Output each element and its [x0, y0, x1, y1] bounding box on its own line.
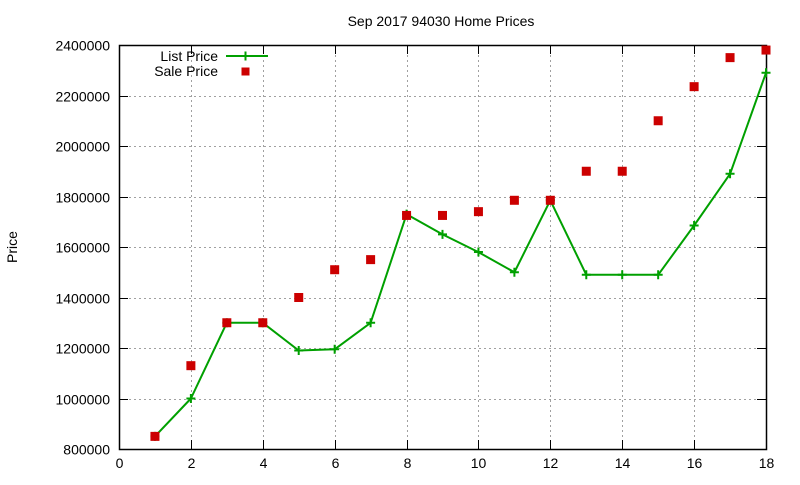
x-tick-label: 4	[260, 455, 268, 471]
plus-marker-icon	[473, 247, 483, 257]
plus-marker-icon	[689, 221, 699, 231]
x-tick-label: 12	[543, 455, 559, 471]
square-marker-icon	[241, 67, 250, 76]
x-tick-label: 18	[759, 455, 775, 471]
x-tick-label: 0	[116, 455, 124, 471]
square-marker-icon	[545, 195, 555, 205]
y-tick-label: 1000000	[55, 392, 110, 408]
square-marker-icon	[617, 166, 627, 176]
square-marker-icon	[581, 166, 591, 176]
chart-title: Sep 2017 94030 Home Prices	[348, 13, 535, 29]
y-tick-label: 800000	[63, 442, 110, 458]
y-tick-label: 1600000	[55, 240, 110, 256]
y-axis-ticks: 800000 1000000 1200000 1400000 1600000 180000…	[55, 38, 766, 458]
legend-item-sale-price: Sale Price	[154, 63, 250, 79]
plus-marker-icon	[653, 270, 663, 280]
x-tick-label: 14	[615, 455, 631, 471]
x-axis-ticks: 0 2 4 6 8 10 12 14 16 18	[116, 45, 775, 471]
y-tick-label: 2200000	[55, 89, 110, 105]
square-marker-icon	[222, 318, 232, 328]
square-marker-icon	[473, 207, 483, 217]
square-marker-icon	[294, 293, 304, 302]
plus-marker-icon	[761, 68, 771, 78]
square-marker-icon	[725, 53, 735, 63]
y-tick-label: 1200000	[55, 341, 110, 357]
square-marker-icon	[402, 210, 412, 220]
square-marker-icon	[150, 431, 160, 441]
x-tick-label: 10	[471, 455, 487, 471]
plus-marker-icon	[294, 346, 304, 356]
legend-label-sale-price: Sale Price	[154, 63, 218, 79]
plus-marker-icon	[330, 344, 340, 354]
y-tick-label: 1800000	[55, 190, 110, 206]
x-tick-label: 16	[687, 455, 703, 471]
series-list-price	[150, 68, 771, 441]
square-marker-icon	[438, 210, 447, 220]
square-marker-icon	[366, 255, 376, 265]
square-marker-icon	[653, 116, 663, 126]
x-tick-label: 6	[332, 455, 340, 471]
series-line	[154, 72, 767, 438]
y-tick-label: 2000000	[55, 139, 110, 155]
plus-marker-icon	[186, 394, 196, 403]
data-series	[150, 45, 771, 441]
plus-marker-icon	[617, 270, 627, 280]
series-sale-price	[150, 45, 771, 441]
square-marker-icon	[689, 82, 699, 92]
plus-marker-icon	[581, 270, 591, 280]
legend-label-list-price: List Price	[160, 48, 218, 64]
plus-marker-icon	[438, 229, 447, 239]
y-axis-label: Price	[4, 231, 20, 263]
y-tick-label: 1400000	[55, 291, 110, 307]
y-tick-label: 2400000	[55, 38, 110, 54]
square-marker-icon	[330, 265, 340, 275]
x-tick-label: 8	[404, 455, 412, 471]
square-marker-icon	[258, 318, 268, 328]
grid-lines	[119, 45, 766, 449]
plus-marker-icon	[366, 318, 376, 328]
plus-marker-icon	[509, 267, 519, 277]
square-marker-icon	[186, 361, 196, 371]
legend: List Price Sale Price	[154, 48, 268, 79]
plus-marker-icon	[725, 169, 735, 179]
plus-marker-icon	[241, 51, 250, 61]
square-marker-icon	[761, 45, 771, 55]
square-marker-icon	[509, 195, 519, 205]
legend-item-list-price: List Price	[160, 48, 268, 64]
x-tick-label: 2	[188, 455, 196, 471]
